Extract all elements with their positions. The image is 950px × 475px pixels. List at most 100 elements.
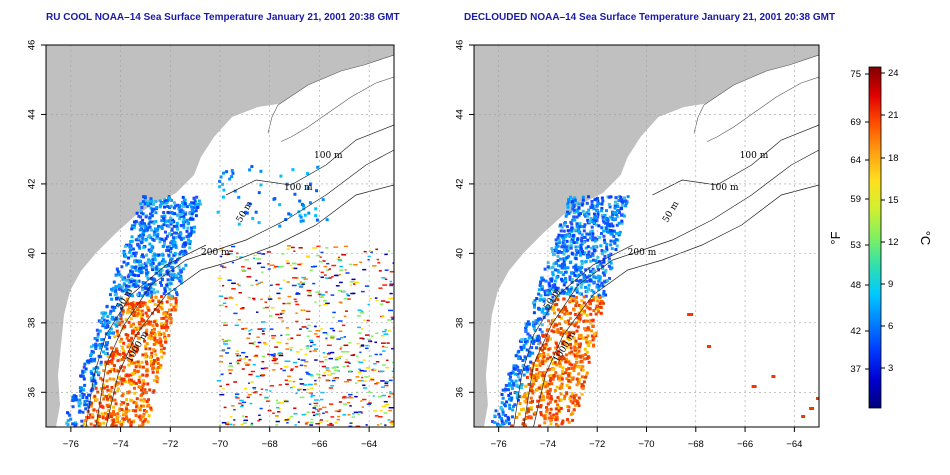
sst-pixel [562,261,566,265]
sst-pixel [542,377,546,381]
sst-pixel [112,308,116,312]
cloud-pixel [305,255,311,257]
sst-pixel [586,342,590,346]
sst-pixel [565,286,569,290]
sst-pixel [580,203,584,207]
cloud-pixel [250,284,254,287]
sst-pixel [141,288,145,292]
sst-pixel [614,213,618,217]
cloud-pixel [362,387,368,389]
cloud-pixel [255,311,259,313]
cloud-pixel [227,279,232,281]
sst-pixel [168,206,172,210]
sst-pixel [594,331,598,335]
sst-pixel [538,328,542,332]
sst-pixel [581,336,585,340]
sst-pixel [248,168,252,172]
sst-pixel [110,353,114,357]
sst-pixel [89,422,93,426]
sst-pixel [138,385,142,389]
cloud-pixel [308,374,313,376]
warm-patches [687,313,819,418]
sst-pixel [149,259,153,263]
sst-pixel [583,357,587,361]
cloud-pixel [226,253,231,256]
cloud-pixel [295,351,300,353]
sst-pixel [110,412,114,416]
cloud-pixel [299,286,304,288]
sst-pixel [586,306,590,310]
cloud-pixel [370,251,373,253]
sst-pixel [516,398,520,402]
cloud-pixel [313,348,319,350]
cloud-pixel [318,293,322,296]
sst-pixel [515,383,519,387]
sst-pixel [592,290,596,294]
sst-pixel [174,244,178,248]
cloud-pixel [316,245,321,248]
sst-pixel [137,309,141,313]
cloud-pixel [301,326,307,328]
sst-pixel [594,334,598,338]
cloud-pixel [263,343,269,345]
cloud-pixel [324,411,329,413]
sst-pixel [504,387,508,391]
sst-pixel [182,245,186,249]
sst-pixel [103,321,107,325]
sst-pixel [527,382,531,386]
sst-pixel [548,284,552,288]
sst-pixel [176,258,180,262]
cloud-pixel [223,406,227,409]
sst-pixel [561,241,565,245]
sst-pixel [551,288,555,292]
sst-pixel [174,297,178,301]
sst-pixel [136,284,140,288]
cloud-pixel [328,268,331,271]
sst-pixel [562,248,566,252]
cloud-pixel [381,316,385,318]
sst-pixel [91,413,95,417]
cloud-pixel [228,296,233,299]
sst-pixel [196,205,200,209]
sst-pixel [160,283,164,287]
cloud-pixel [334,358,339,361]
sst-pixel [552,325,556,329]
sst-pixel [92,343,96,347]
sst-pixel [507,397,511,401]
sst-pixel [165,269,169,273]
cloud-pixel [320,251,324,254]
sst-pixel [519,345,523,349]
sst-pixel [154,360,158,364]
sst-pixel [175,226,179,230]
sst-pixel [123,353,127,357]
sst-pixel [517,349,521,353]
sst-pixel [107,393,111,397]
sst-pixel [169,216,173,220]
sst-pixel [619,198,623,202]
sst-pixel [513,403,517,407]
cloud-pixel [373,410,378,412]
cloud-pixel [359,351,362,354]
sst-pixel [166,196,170,200]
sst-pixel [169,247,173,251]
sst-pixel [144,224,148,228]
sst-pixel [147,336,151,340]
sst-pixel [73,421,77,425]
sst-pixel [579,252,583,256]
cloud-pixel [241,351,246,354]
sst-pixel [511,408,515,412]
sst-pixel [543,370,547,374]
sst-pixel [809,407,815,410]
cloud-pixel [353,263,358,266]
sst-pixel [614,196,618,200]
sst-pixel [157,309,161,313]
sst-pixel [194,201,198,205]
cloud-pixel [261,360,265,363]
sst-pixel [157,253,161,257]
sst-pixel [586,238,590,242]
sst-pixel [160,300,164,304]
sst-pixel [582,311,586,315]
cloud-pixel [286,422,289,424]
sst-pixel [548,411,552,415]
sst-pixel [121,310,125,314]
